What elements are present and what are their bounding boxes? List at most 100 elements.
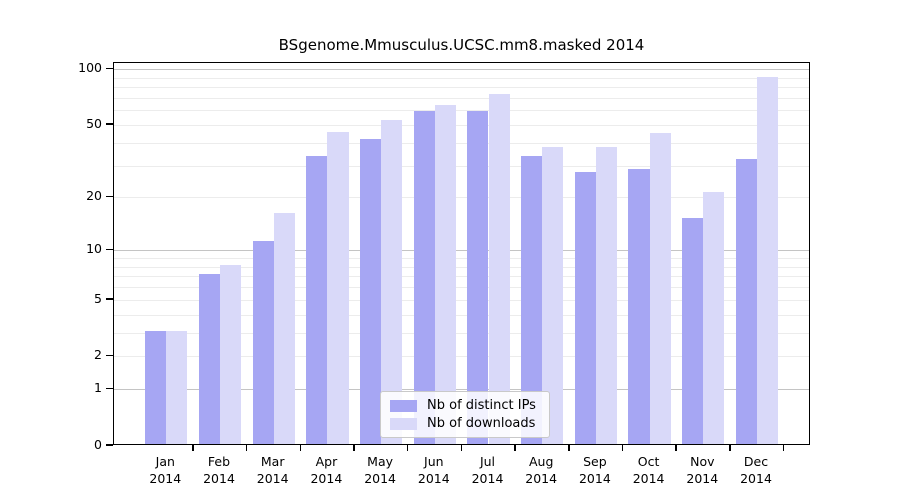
legend-item-downloads: Nb of downloads	[390, 416, 540, 431]
legend-label-downloads: Nb of downloads	[427, 416, 536, 431]
x-tick-10	[729, 445, 731, 451]
y-tick-label-10: 10	[86, 241, 102, 257]
gridline-minor-50	[114, 125, 809, 127]
bar-jul-downloads	[488, 93, 510, 444]
y-tick-20	[106, 195, 113, 198]
bar-apr-distinct-ips	[306, 156, 328, 444]
bar-jun-downloads	[434, 104, 456, 444]
y-tick-0	[106, 444, 113, 446]
bar-jul-distinct-ips	[467, 111, 489, 444]
gridline-minor-20	[114, 197, 809, 199]
bar-feb-distinct-ips	[198, 274, 220, 444]
month-year: 2014	[686, 471, 719, 486]
gridline-minor-4	[114, 314, 809, 316]
gridline-minor-7	[114, 276, 809, 278]
legend-item-distinct-ips: Nb of distinct IPs	[390, 398, 540, 413]
month-name: Apr	[315, 454, 338, 469]
y-tick-100	[106, 67, 113, 70]
x-label-mar: Mar 2014	[245, 453, 301, 487]
x-tick-2	[299, 445, 302, 451]
x-tick-3	[353, 445, 355, 451]
month-name: Feb	[207, 454, 231, 469]
gridline-minor-2	[114, 356, 809, 358]
x-label-jun: Jun 2014	[406, 453, 462, 487]
month-year: 2014	[578, 471, 611, 486]
y-tick-2	[106, 354, 113, 357]
gridline-minor-40	[114, 142, 809, 144]
month-name: Jan	[155, 454, 175, 469]
x-label-nov: Nov 2014	[674, 453, 730, 487]
month-name: Mar	[260, 454, 285, 469]
month-name: Sep	[583, 454, 607, 469]
y-tick-10	[106, 248, 113, 251]
gridline-minor-80	[114, 87, 809, 89]
chart-title: BSgenome.Mmusculus.UCSC.mm8.masked 2014	[278, 36, 645, 54]
x-tick-4	[406, 445, 409, 451]
bar-mar-downloads	[273, 212, 295, 444]
x-tick-6	[514, 445, 516, 451]
month-name: Nov	[690, 454, 715, 469]
bar-oct-distinct-ips	[628, 169, 650, 444]
x-tick-9	[675, 445, 677, 451]
month-year: 2014	[525, 471, 558, 486]
legend-label-distinct-ips: Nb of distinct IPs	[427, 398, 536, 413]
bar-aug-downloads	[542, 147, 564, 444]
bar-jan-distinct-ips	[145, 330, 167, 444]
month-year: 2014	[632, 471, 665, 486]
bar-feb-downloads	[220, 264, 242, 444]
x-label-jul: Jul 2014	[460, 453, 516, 487]
month-year: 2014	[203, 471, 235, 486]
gridline-minor-60	[114, 110, 809, 112]
month-name: Jul	[479, 454, 496, 469]
bar-sep-distinct-ips	[574, 172, 596, 444]
x-tick-0	[192, 445, 194, 451]
gridline-minor-8	[114, 266, 809, 268]
bar-jan-downloads	[166, 330, 188, 444]
x-label-sep: Sep 2014	[567, 453, 623, 487]
y-tick-5	[106, 298, 113, 300]
bar-jun-distinct-ips	[413, 111, 435, 444]
bar-sep-downloads	[595, 147, 618, 444]
month-name: May	[367, 454, 394, 469]
gridline-minor-90	[114, 77, 809, 79]
plot-area	[113, 62, 810, 445]
x-label-may: May 2014	[352, 453, 408, 487]
month-year: 2014	[740, 471, 772, 486]
y-tick-label-1: 1	[94, 380, 102, 396]
bar-nov-distinct-ips	[682, 217, 704, 444]
x-label-dec: Dec 2014	[728, 453, 784, 487]
x-tick-1	[245, 445, 248, 451]
gridline-minor-6	[114, 287, 809, 289]
y-tick-label-100: 100	[78, 60, 102, 76]
x-label-aug: Aug 2014	[513, 453, 569, 487]
gridline-major-10	[114, 250, 809, 252]
x-label-feb: Feb 2014	[191, 453, 247, 487]
x-tick-8	[621, 445, 624, 451]
y-tick-1	[106, 387, 113, 390]
y-tick-label-50: 50	[86, 116, 102, 132]
legend: Nb of distinct IPs Nb of downloads	[380, 391, 550, 438]
bar-apr-downloads	[327, 131, 349, 444]
x-tick-5	[460, 445, 463, 451]
month-year: 2014	[417, 471, 450, 486]
month-year: 2014	[256, 471, 289, 486]
month-name: Jun	[424, 454, 444, 469]
bar-dec-downloads	[757, 76, 779, 444]
y-tick-label-0: 0	[94, 437, 102, 452]
gridline-minor-5	[114, 299, 809, 301]
y-tick-50	[106, 123, 113, 125]
x-label-jan: Jan 2014	[137, 453, 193, 487]
y-tick-label-20: 20	[86, 188, 102, 204]
x-tick-11	[782, 445, 785, 451]
x-tick-7	[568, 445, 570, 451]
y-tick-label-2: 2	[94, 347, 102, 363]
bar-may-distinct-ips	[359, 138, 382, 444]
gridline-minor-9	[114, 258, 809, 260]
month-name: Oct	[637, 454, 660, 469]
bar-may-downloads	[381, 119, 403, 444]
bar-mar-distinct-ips	[252, 241, 274, 444]
x-label-oct: Oct 2014	[621, 453, 677, 487]
legend-swatch-downloads	[390, 417, 417, 430]
month-year: 2014	[149, 471, 182, 486]
